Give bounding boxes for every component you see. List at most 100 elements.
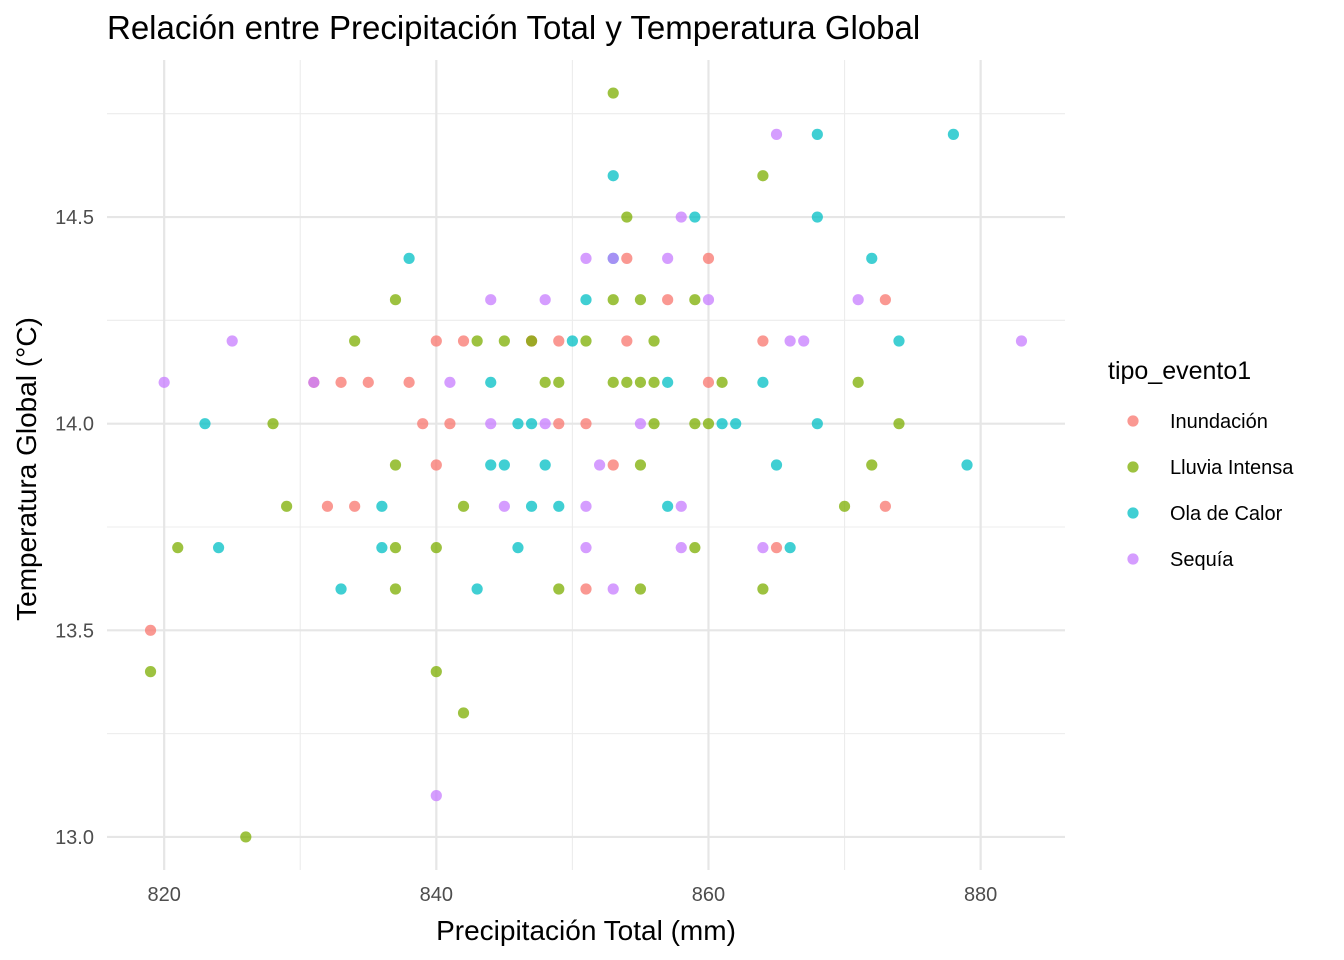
- data-point: [349, 500, 361, 512]
- data-point: [811, 128, 823, 140]
- data-point: [580, 500, 592, 512]
- data-point: [403, 376, 415, 388]
- data-point: [879, 294, 891, 306]
- data-point: [689, 418, 701, 430]
- y-tick-label: 14.0: [55, 414, 94, 436]
- data-point: [716, 418, 728, 430]
- data-point: [798, 335, 810, 347]
- legend-label: Inundación: [1170, 411, 1268, 433]
- data-point: [621, 335, 633, 347]
- data-point: [389, 294, 402, 306]
- data-point: [580, 335, 592, 347]
- data-point: [553, 376, 565, 388]
- data-point: [607, 294, 619, 306]
- data-point: [498, 459, 510, 471]
- data-point: [525, 418, 538, 430]
- data-point: [634, 376, 647, 388]
- data-point: [893, 335, 905, 347]
- legend-item: Inundación: [1127, 411, 1268, 433]
- data-point: [1015, 335, 1028, 347]
- data-point: [784, 335, 796, 347]
- data-point: [607, 87, 619, 99]
- data-point: [457, 707, 470, 719]
- data-point: [757, 583, 769, 595]
- data-point: [607, 170, 619, 182]
- data-point: [281, 500, 293, 512]
- legend-key: [1127, 507, 1139, 519]
- data-point: [349, 335, 361, 347]
- data-point: [525, 500, 538, 512]
- data-point: [662, 376, 674, 388]
- legend-key: [1127, 461, 1139, 473]
- data-point: [376, 500, 388, 512]
- data-point: [539, 376, 551, 388]
- data-point: [580, 252, 592, 264]
- data-point: [621, 252, 633, 264]
- data-point: [811, 418, 823, 430]
- legend-item: Sequía: [1127, 549, 1234, 571]
- data-point: [553, 335, 565, 347]
- data-point: [444, 418, 456, 430]
- data-point: [430, 459, 442, 471]
- data-point: [553, 418, 565, 430]
- data-point: [512, 542, 524, 554]
- data-point: [580, 294, 592, 306]
- data-point: [852, 294, 864, 306]
- data-point: [485, 418, 497, 430]
- data-point: [716, 376, 728, 388]
- data-point: [240, 831, 252, 843]
- series-inundación: [144, 252, 891, 636]
- y-tick-label: 13.0: [55, 827, 94, 849]
- data-point: [430, 542, 442, 554]
- legend-title: tipo_evento1: [1108, 357, 1251, 385]
- data-point: [757, 170, 769, 182]
- data-point: [471, 583, 483, 595]
- series-sequía: [158, 128, 1028, 802]
- data-point: [702, 418, 715, 430]
- data-point: [539, 418, 551, 430]
- data-point: [417, 418, 429, 430]
- data-point: [838, 500, 851, 512]
- data-point: [158, 376, 170, 388]
- data-point: [525, 335, 538, 347]
- data-point: [784, 542, 796, 554]
- data-point: [648, 418, 660, 430]
- data-point: [471, 335, 483, 347]
- data-point: [675, 500, 687, 512]
- data-point: [879, 500, 891, 512]
- data-point: [539, 294, 551, 306]
- data-point: [144, 624, 157, 636]
- data-point: [634, 459, 647, 471]
- legend-item: Ola de Calor: [1127, 503, 1283, 525]
- data-point: [389, 459, 402, 471]
- data-point: [226, 335, 238, 347]
- data-point: [648, 335, 660, 347]
- data-point: [770, 459, 783, 471]
- data-point: [961, 459, 973, 471]
- data-point: [662, 500, 674, 512]
- data-point: [866, 252, 878, 264]
- chart-title: Relación entre Precipitación Total y Tem…: [107, 9, 920, 46]
- data-point: [648, 376, 660, 388]
- data-point: [866, 459, 878, 471]
- data-point: [634, 418, 647, 430]
- series-lluvia-intensa: [144, 87, 905, 843]
- data-point: [757, 542, 769, 554]
- y-axis-ticks: 13.0 13.5 14.0 14.5: [55, 207, 94, 849]
- y-tick-label: 14.5: [55, 207, 94, 229]
- data-point: [634, 294, 647, 306]
- data-point: [689, 542, 701, 554]
- data-point: [730, 418, 742, 430]
- data-point: [662, 252, 674, 264]
- data-point: [444, 376, 456, 388]
- data-point: [811, 211, 823, 223]
- y-axis-title: Temperatura Global (°C): [11, 317, 42, 621]
- legend-label: Sequía: [1170, 549, 1234, 571]
- data-point: [553, 500, 565, 512]
- data-point: [376, 542, 388, 554]
- data-point: [539, 459, 551, 471]
- data-point: [212, 542, 225, 554]
- y-tick-label: 13.5: [55, 620, 94, 642]
- data-point: [498, 500, 510, 512]
